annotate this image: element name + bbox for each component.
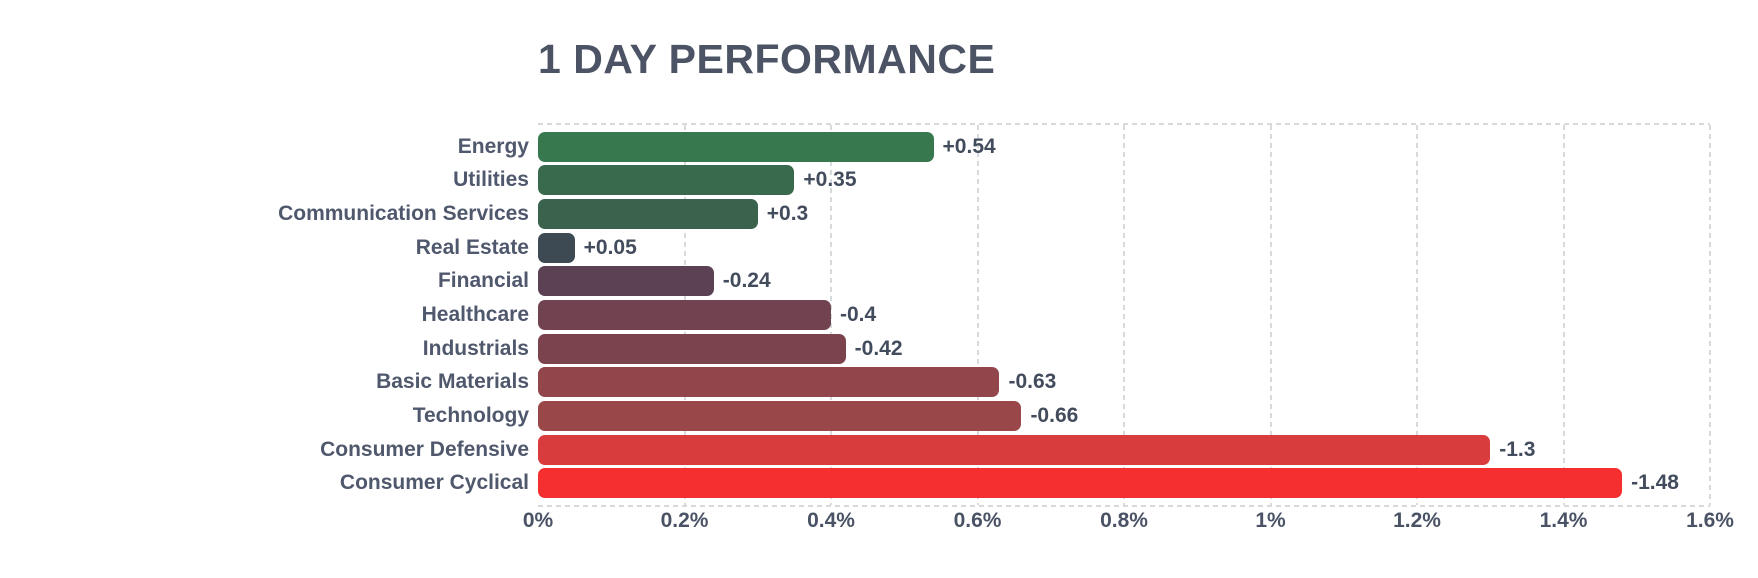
axis-tick-label: 1.2% [1393,509,1441,532]
category-label: Industrials [422,336,529,360]
value-label: -0.63 [1008,370,1057,394]
value-label: -1.3 [1499,437,1536,461]
axis-tick-label: 1.4% [1539,509,1588,532]
chart-title: 1 DAY PERFORMANCE [538,36,996,82]
bar-row: Consumer Defensive -1.3 [320,433,1710,467]
plot-border-top [538,123,1710,125]
bar-row: Industrials -0.42 [423,332,1710,366]
axis-tick-label: 0.2% [660,509,709,532]
value-label: +0.05 [583,235,637,259]
bar-chart-plot-area: Energy +0.54 Utilities +0.35 Communication S… [278,123,1711,507]
bar-row: Energy +0.54 [458,130,1710,164]
value-label: -0.66 [1030,403,1079,427]
performance-bar[interactable]: -1.3 [538,434,1535,465]
category-label: Energy [457,134,529,158]
gridline-0.6pct [976,125,979,505]
category-label: Utilities [453,168,529,192]
category-label: Financial [437,269,529,293]
performance-bar[interactable]: +0.05 [538,232,637,263]
bar-row: Utilities +0.35 [453,164,1710,198]
x-axis: 0% 0.2% 0.4% 0.6% 0.8% 1% 1.2% 1.4% 1.6% [523,509,1734,539]
axis-tick-label: 0% [522,509,554,532]
performance-bar[interactable]: -0.42 [538,333,903,364]
bar-row: Basic Materials -0.63 [376,365,1710,399]
category-label: Healthcare [421,303,529,327]
axis-tick-label: 0.4% [807,509,855,532]
value-label: +0.35 [803,168,857,192]
value-label: +0.3 [766,202,809,226]
bar-row: Communication Services +0.3 [278,197,1710,231]
performance-bar[interactable]: -0.4 [538,300,876,331]
gridline-1.4pct [1562,125,1565,505]
category-label: Basic Materials [376,370,529,394]
value-label: +0.54 [942,134,996,158]
gridline-1.2pct [1416,125,1418,505]
category-label: Communication Services [278,202,529,226]
axis-tick-label: 0.8% [1100,509,1148,532]
performance-bar[interactable]: +0.54 [538,131,996,162]
value-label: -1.48 [1631,471,1679,495]
axis-tick-label: 1.6% [1686,509,1734,532]
performance-bar[interactable]: -0.24 [538,266,771,297]
performance-bar[interactable]: +0.3 [538,199,808,230]
gridline-1.6pct [1709,125,1711,505]
performance-bar[interactable]: -1.48 [538,468,1679,499]
bar-row: Technology -0.66 [413,399,1710,433]
performance-bar[interactable]: -0.63 [538,367,1056,398]
bar-row: Consumer Cyclical -1.48 [340,466,1710,500]
plot-border-bottom [538,505,1710,507]
value-label: -0.4 [840,303,877,327]
gridline-0.4pct [830,125,832,505]
category-label: Technology [412,403,529,427]
category-label: Consumer Defensive [320,437,529,461]
bar-rows: Energy +0.54 Utilities +0.35 Communication S… [278,125,1710,505]
bar-row: Real Estate +0.05 [416,231,1710,265]
category-label: Real Estate [415,235,529,259]
value-label: -0.24 [722,269,771,293]
gridline-0.8pct [1123,125,1125,505]
performance-bar[interactable]: -0.66 [538,400,1078,431]
bar-row: Financial -0.24 [438,265,1710,299]
gridline-1pct [1269,125,1272,505]
bar-row: Healthcare -0.4 [422,298,1710,332]
category-label: Consumer Cyclical [339,471,529,495]
axis-tick-label: 1% [1255,509,1286,532]
axis-tick-label: 0.6% [953,509,1002,532]
performance-bar[interactable]: +0.35 [538,165,857,196]
value-label: -0.42 [854,336,903,360]
